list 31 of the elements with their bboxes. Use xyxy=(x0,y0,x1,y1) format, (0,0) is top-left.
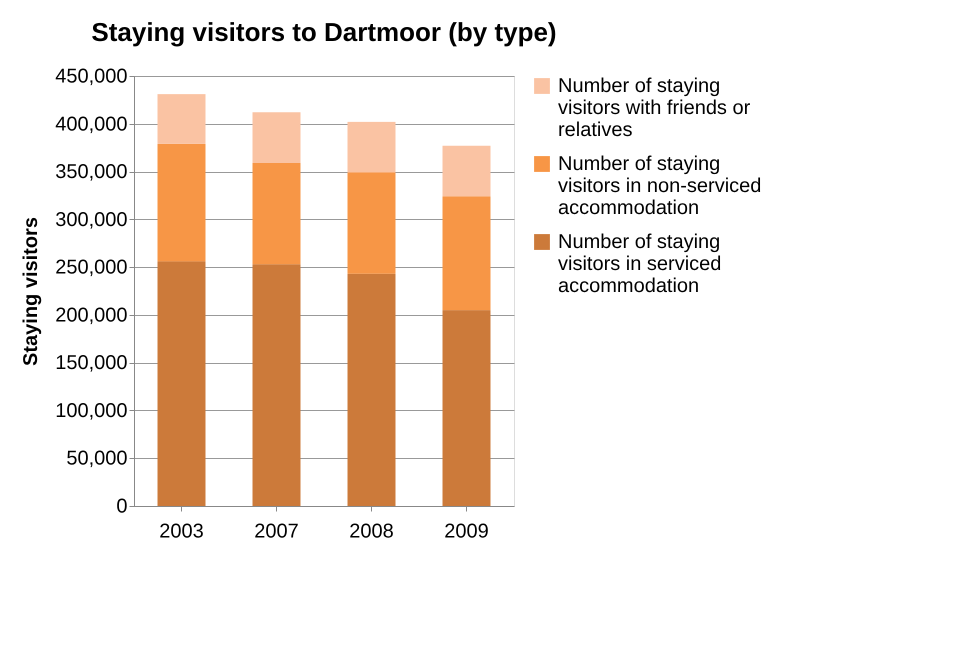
bar xyxy=(442,310,490,506)
y-tick-label: 200,000 xyxy=(55,304,128,326)
bar xyxy=(158,144,206,262)
bar xyxy=(158,261,206,506)
y-tick-label: 450,000 xyxy=(55,66,128,88)
bar xyxy=(348,172,396,274)
x-tick-label: 2007 xyxy=(254,520,299,542)
bar xyxy=(348,274,396,506)
y-tick-label: 0 xyxy=(116,496,128,518)
y-axis-title: Staying visitors xyxy=(20,217,42,366)
x-tick-label: 2003 xyxy=(159,520,204,542)
bar xyxy=(158,94,206,144)
legend-label: Number of staying visitors with friends or relatives xyxy=(558,75,751,141)
x-tick-label: 2008 xyxy=(349,520,394,542)
bar xyxy=(442,146,490,196)
y-tick-label: 250,000 xyxy=(55,256,128,279)
chart-title: Staying visitors to Dartmoor (by type) xyxy=(91,17,557,47)
legend-label: Number of staying visitors in non-serviced accommodation xyxy=(558,153,762,219)
y-tick-label: 300,000 xyxy=(55,208,128,231)
bar xyxy=(252,112,300,163)
y-tick-label: 100,000 xyxy=(55,400,128,422)
y-tick-label: 50,000 xyxy=(66,448,128,470)
bar xyxy=(348,122,396,173)
y-tick-label: 150,000 xyxy=(55,352,128,374)
bar xyxy=(252,264,300,506)
bar xyxy=(252,162,300,264)
y-tick-label: 350,000 xyxy=(55,161,128,184)
y-tick-label: 400,000 xyxy=(55,113,128,136)
legend-label: Number of staying visitors in serviced accommodation xyxy=(558,231,722,297)
bar xyxy=(442,196,490,310)
x-tick-label: 2009 xyxy=(444,520,489,542)
